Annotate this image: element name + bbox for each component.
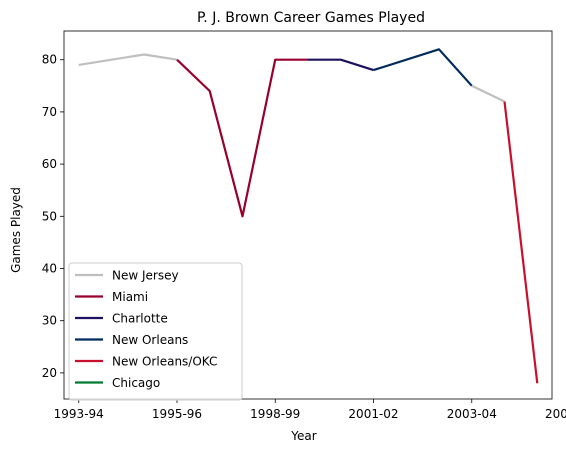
x-axis-label: Year [290,429,316,443]
x-tick-label: 2005-06 [545,407,566,421]
y-tick-label: 50 [42,209,57,223]
legend-label: New Jersey [112,269,179,283]
plot-frame [63,30,553,400]
legend-label: New Orleans [112,333,188,347]
y-tick-label: 20 [42,366,57,380]
y-axis-label: Games Played [9,187,23,273]
x-tick-label: 1993-94 [54,407,104,421]
y-tick-label: 80 [42,53,57,67]
legend: New Jersey Miami Charlotte New Orleans New O… [68,262,243,401]
y-tick-label: 30 [42,314,57,328]
series-line-4 [471,84,505,103]
y-tick-label: 70 [42,105,57,119]
axes-layer: 1993-94 1995-96 1998-99 2001-02 2003-04 2005-… [42,30,566,421]
y-tick-label: 60 [42,157,57,171]
series-line-0 [78,53,178,66]
series-line-1 [176,58,308,218]
legend-label: Miami [112,290,148,304]
legend-label: Charlotte [112,312,168,326]
legend-box [68,262,243,401]
series-layer [78,48,539,384]
x-tick-label: 1998-99 [250,407,300,421]
series-line-2 [308,58,374,72]
series-line-3 [373,48,473,87]
x-tick-label: 2001-02 [348,407,398,421]
y-tick-label: 40 [42,262,57,276]
legend-label: New Orleans/OKC [112,355,217,369]
x-tick-label: 2003-04 [447,407,497,421]
series-line-5 [503,101,539,384]
x-tick-label: 1995-96 [152,407,202,421]
legend-label: Chicago [112,376,160,390]
chart-title: P. J. Brown Career Games Played [197,10,425,26]
